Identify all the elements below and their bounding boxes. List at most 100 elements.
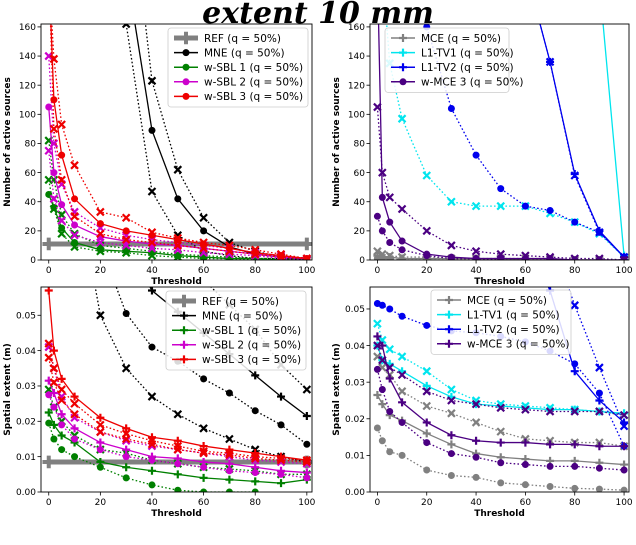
data-point <box>199 448 208 458</box>
data-point <box>378 227 386 235</box>
legend-label: MCE (q = 50%) <box>421 33 501 45</box>
legend-swatch-marker <box>399 63 407 72</box>
data-point <box>471 418 481 427</box>
data-point <box>225 450 234 460</box>
y-tick-label: 120 <box>19 81 36 91</box>
data-point <box>496 201 506 211</box>
data-point <box>397 114 407 123</box>
data-point <box>96 229 105 239</box>
data-point <box>147 228 157 237</box>
plot-area <box>373 24 629 260</box>
data-point <box>423 321 431 329</box>
data-point <box>472 473 480 481</box>
data-point <box>277 479 286 488</box>
legend-label: w-SBL 2 (q = 50%) <box>204 77 303 89</box>
panel-bottom-right-spatial-extent: 0 20 40 60 80 100 0.00 0.01 0.02 0.03 0.04 0.05 Thre… <box>332 232 633 519</box>
data-point <box>174 486 182 492</box>
data-point <box>96 310 105 320</box>
data-point <box>70 409 79 419</box>
data-point <box>423 466 431 474</box>
y-tick-label: 100 <box>19 111 36 121</box>
data-point <box>148 126 156 134</box>
data-point <box>303 440 311 448</box>
legend-label: REF (q = 50%) <box>204 33 281 45</box>
data-point <box>225 459 234 468</box>
x-tick-label: 20 <box>95 266 107 276</box>
data-point <box>386 407 394 415</box>
legend-swatch-marker <box>182 78 190 86</box>
series-7 <box>45 419 259 492</box>
data-point <box>58 421 66 429</box>
data-point <box>225 389 233 397</box>
series-6 <box>547 232 629 431</box>
data-point <box>398 418 406 426</box>
x-axis-label: Threshold <box>474 277 525 287</box>
data-point <box>547 232 554 239</box>
y-tick-label: 60 <box>25 169 37 179</box>
data-point <box>378 301 386 309</box>
data-point <box>173 436 182 445</box>
data-point <box>447 396 456 405</box>
data-point <box>378 400 387 409</box>
legend-label: w-SBL 3 (q = 50%) <box>204 91 303 103</box>
data-point <box>423 252 431 260</box>
data-point <box>42 237 56 251</box>
data-point <box>122 445 131 454</box>
data-point <box>496 427 506 436</box>
y-tick-label: 0.04 <box>16 347 36 357</box>
data-point <box>397 370 407 380</box>
data-point <box>378 168 387 177</box>
data-point <box>173 470 182 479</box>
y-tick-label: 40 <box>25 198 37 208</box>
x-tick-label: 40 <box>470 498 482 508</box>
data-point <box>148 456 156 464</box>
data-point <box>96 220 104 228</box>
y-tick-label: 0.05 <box>16 311 36 321</box>
data-point <box>71 195 79 203</box>
legend-label: L1-TV1 (q = 50%) <box>421 47 514 59</box>
data-point <box>58 224 66 232</box>
legend: REF (q = 50%) MNE (q = 50%) w-SBL 1 (q = 5… <box>165 290 307 371</box>
data-point <box>521 405 530 414</box>
x-tick-label: 60 <box>520 498 532 508</box>
data-point <box>49 204 59 214</box>
data-point <box>70 230 79 240</box>
x-tick-label: 20 <box>421 266 433 276</box>
series-10 <box>373 212 628 260</box>
data-point <box>373 424 381 432</box>
data-point <box>96 446 104 454</box>
x-tick-label: 100 <box>298 266 315 276</box>
data-point <box>148 343 156 351</box>
legend-label: w-SBL 1 (q = 50%) <box>202 325 301 337</box>
legend-swatch-marker <box>180 311 188 320</box>
data-point <box>251 407 259 415</box>
x-tick-label: 0 <box>375 498 381 508</box>
legend-swatch-marker <box>445 339 453 348</box>
data-point <box>619 410 629 420</box>
data-point <box>173 409 183 419</box>
data-point <box>302 457 312 467</box>
data-point <box>386 255 394 260</box>
data-point <box>173 252 183 260</box>
data-point <box>276 454 286 463</box>
x-tick-label: 100 <box>615 266 632 276</box>
data-point <box>122 227 130 235</box>
y-tick-label: 140 <box>19 52 36 62</box>
data-point <box>58 151 66 159</box>
series-line <box>567 287 625 427</box>
legend-swatch-marker <box>399 78 407 86</box>
legend-swatch-marker <box>182 92 190 100</box>
y-axis-label: Number of active sources <box>3 77 13 207</box>
y-tick-label: 0 <box>30 256 36 266</box>
data-point <box>546 206 554 214</box>
data-point <box>422 418 431 427</box>
axes-frame <box>40 23 313 261</box>
series-line <box>115 287 308 445</box>
data-point <box>173 241 183 250</box>
data-point <box>303 474 311 482</box>
y-tick-label: 80 <box>25 140 37 150</box>
data-point <box>71 453 79 461</box>
data-point <box>71 221 79 229</box>
data-point <box>373 390 382 399</box>
legend: MCE (q = 50%) L1-TV1 (q = 50%) L1-TV2 (q =… <box>430 289 572 355</box>
